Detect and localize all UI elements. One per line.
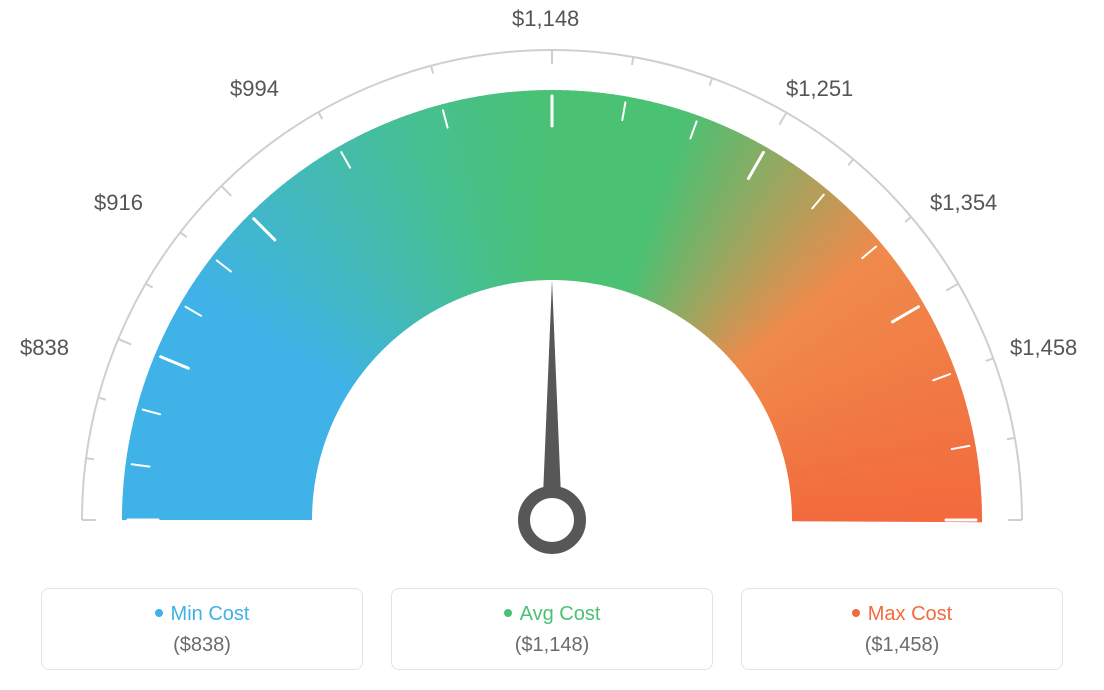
gauge-tick-label: $838 — [20, 335, 69, 361]
gauge-tick-label: $1,148 — [512, 6, 579, 32]
gauge-tick-label: $1,251 — [786, 76, 853, 102]
gauge-tick-label: $994 — [230, 76, 279, 102]
cost-gauge-chart: $838 $916 $994 $1,148 $1,251 $1,354 $1,458 Min… — [0, 0, 1104, 690]
legend-value-avg: ($1,148) — [392, 634, 712, 657]
legend-dot-avg — [504, 609, 512, 617]
legend-value-min: ($838) — [42, 634, 362, 657]
legend-dot-min — [155, 609, 163, 617]
legend-dot-max — [852, 609, 860, 617]
gauge-tick-label: $916 — [94, 190, 143, 216]
legend-title-min: Min Cost — [42, 603, 362, 626]
legend-card-max: Max Cost ($1,458) — [741, 588, 1063, 670]
gauge-needle — [542, 280, 562, 520]
legend-row: Min Cost ($838) Avg Cost ($1,148) Max Co… — [0, 588, 1104, 670]
gauge-tick-label: $1,458 — [1010, 335, 1077, 361]
gauge-area: $838 $916 $994 $1,148 $1,251 $1,354 $1,458 — [0, 0, 1104, 580]
legend-title-max: Max Cost — [742, 603, 1062, 626]
legend-value-max: ($1,458) — [742, 634, 1062, 657]
legend-title-min-text: Min Cost — [171, 603, 250, 625]
legend-title-avg-text: Avg Cost — [520, 603, 601, 625]
legend-title-avg: Avg Cost — [392, 603, 712, 626]
gauge-needle-hub — [524, 492, 580, 548]
legend-title-max-text: Max Cost — [868, 603, 952, 625]
gauge-tick-label: $1,354 — [930, 190, 997, 216]
legend-card-min: Min Cost ($838) — [41, 588, 363, 670]
legend-card-avg: Avg Cost ($1,148) — [391, 588, 713, 670]
gauge-svg — [0, 0, 1104, 580]
